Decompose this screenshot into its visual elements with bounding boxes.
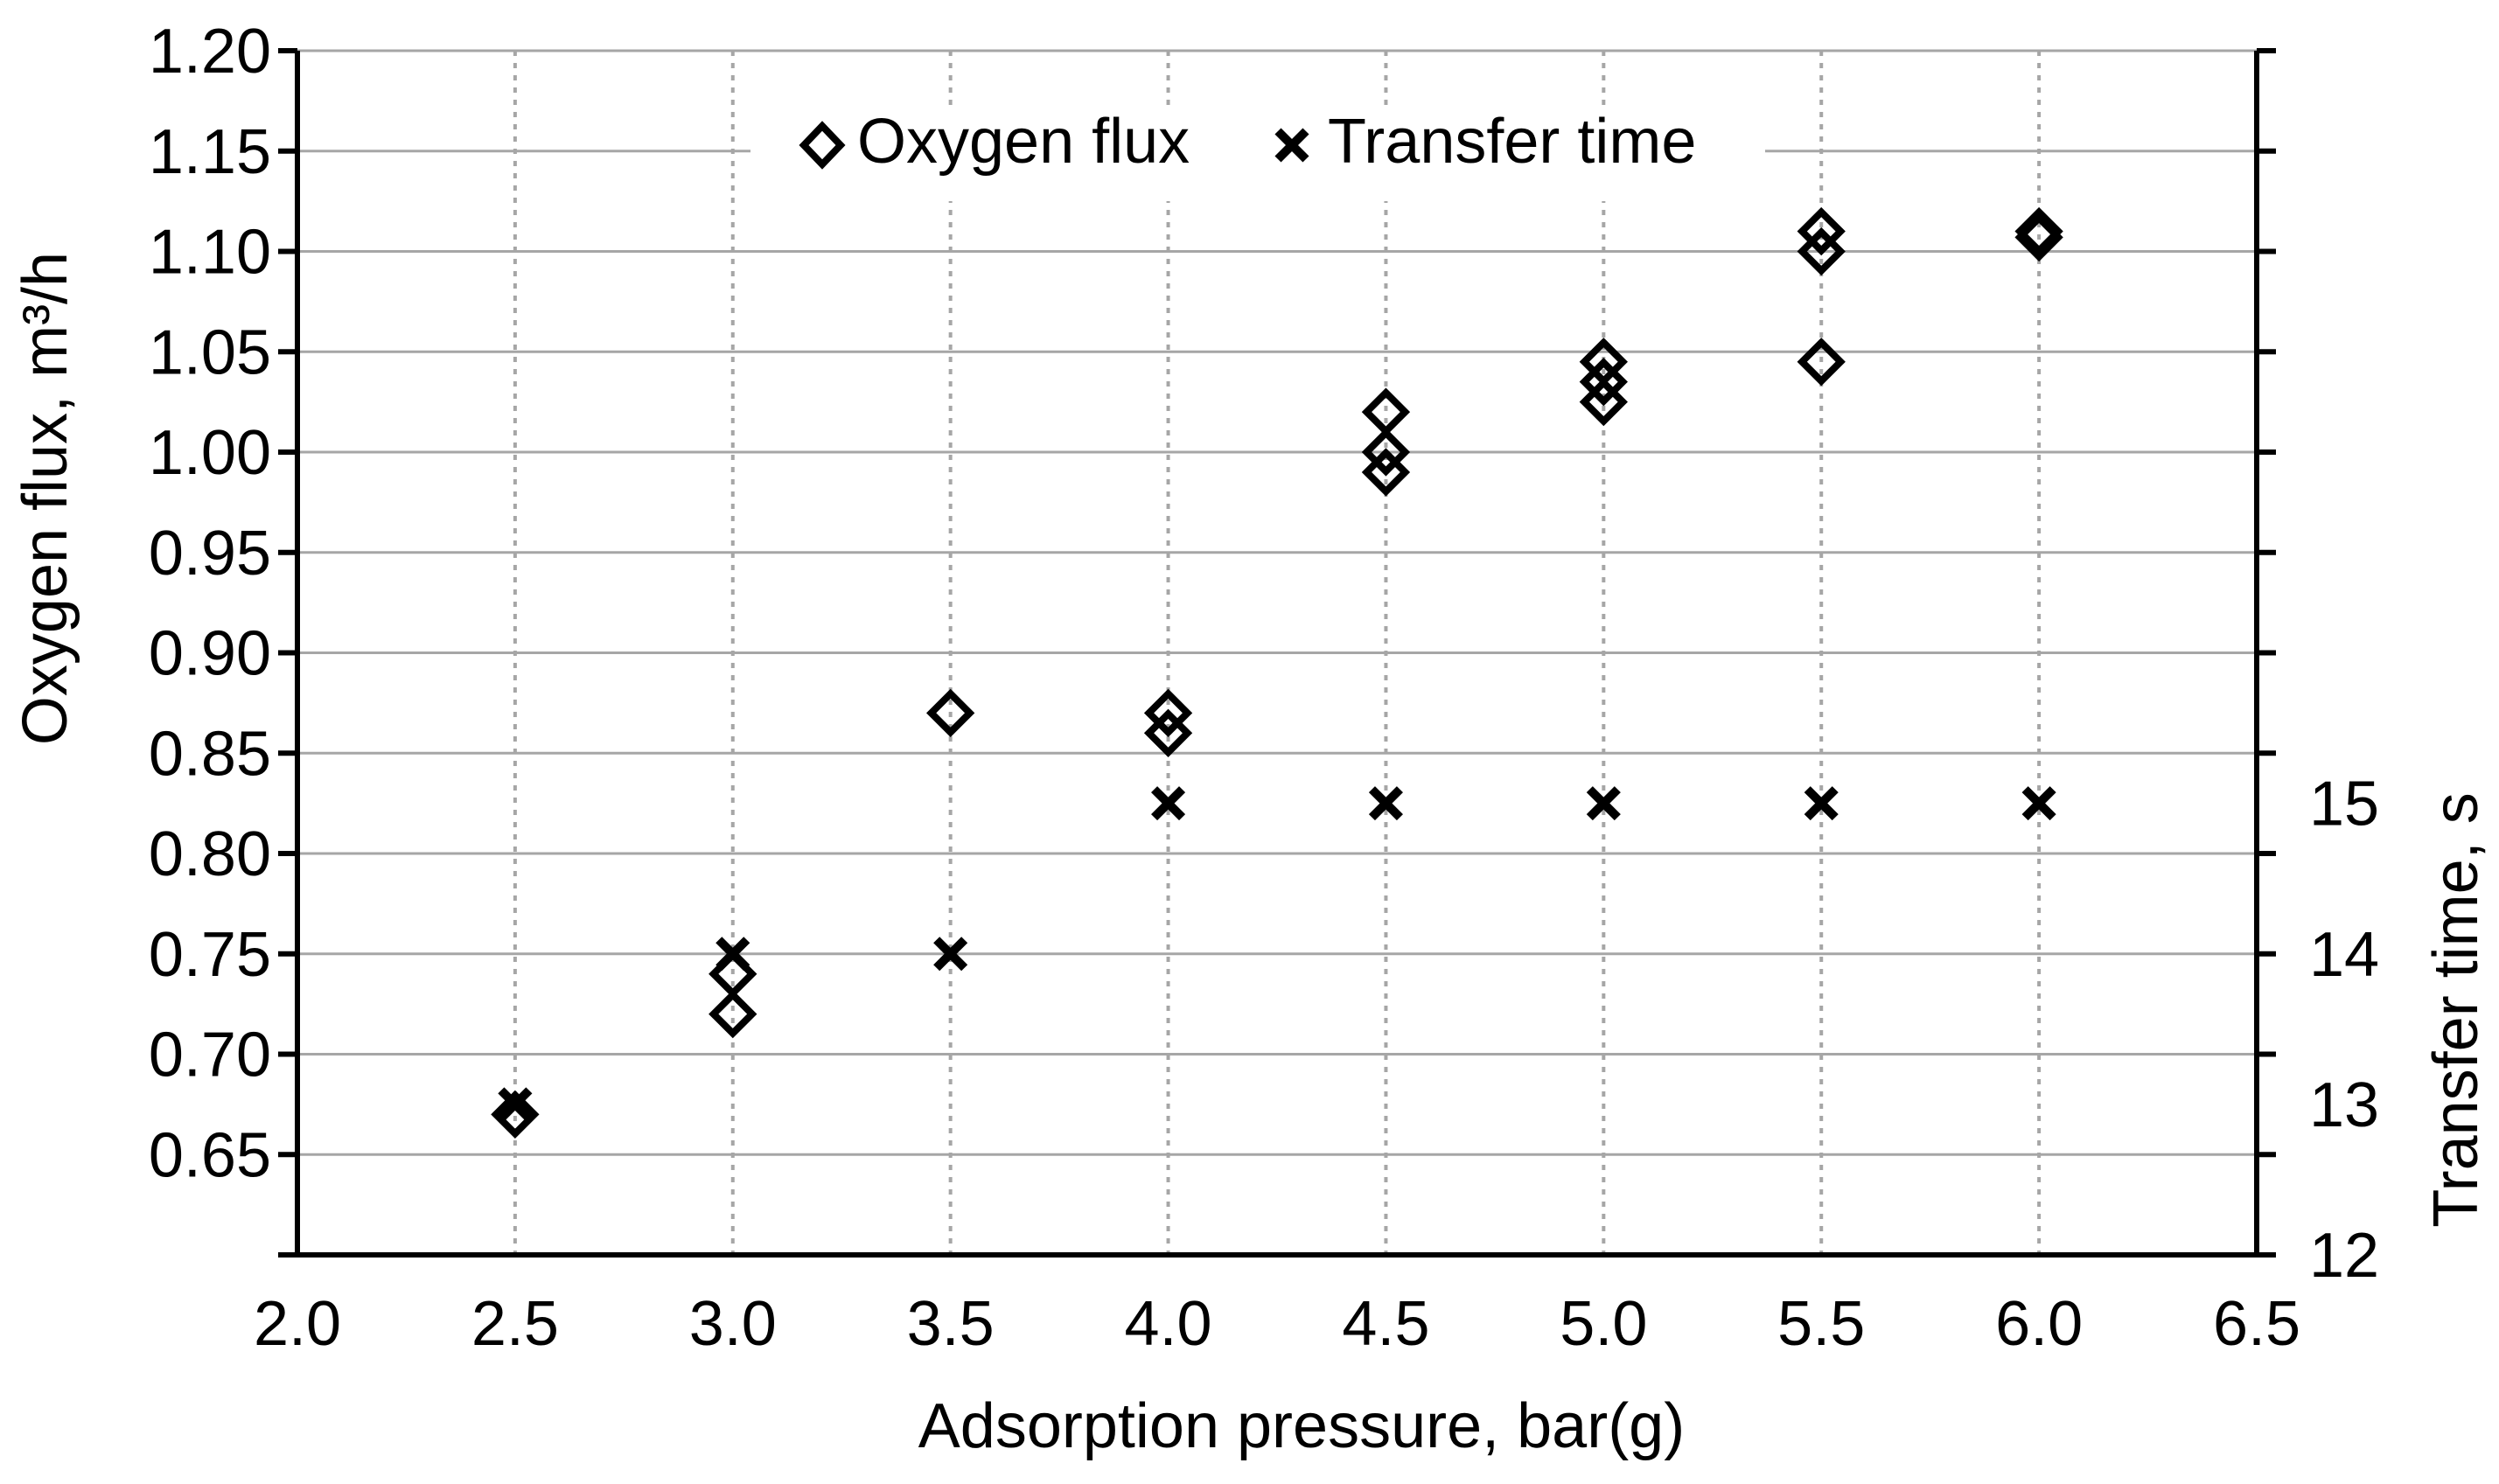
tick-labels: 0.65 0.70 0.75 0.80 0.85 0.90 0.95 1.00 1.05 1.10… — [149, 17, 2379, 1359]
series-oxygen-flux — [491, 206, 2063, 1139]
y-left-tick-label: 1.05 — [149, 317, 271, 387]
x-tick-label: 2.0 — [254, 1289, 341, 1359]
y-left-tick-label: 0.65 — [149, 1120, 271, 1190]
oxygen-flux-point — [1797, 206, 1846, 256]
transfer-time-point — [1151, 786, 1186, 821]
y-left-tick-label: 1.20 — [149, 17, 271, 87]
legend-x-marker — [1274, 128, 1309, 163]
transfer-time-point — [1804, 786, 1839, 821]
oxygen-flux-point — [1797, 338, 1846, 387]
transfer-time-point — [715, 937, 750, 972]
y-left-tick-label: 1.15 — [149, 117, 271, 187]
x-axis-title: Adsorption pressure, bar(g) — [918, 1391, 1685, 1461]
y-right-tick-label: 15 — [2309, 770, 2379, 840]
y-left-tick-label: 1.10 — [149, 218, 271, 288]
y-axis-title-right: Transfer time, s — [2421, 792, 2491, 1227]
transfer-time-point — [1586, 786, 1621, 821]
x-tick-label: 5.0 — [1560, 1289, 1647, 1359]
x-tick-label: 3.5 — [907, 1289, 995, 1359]
oxygen-flux-point — [2014, 212, 2063, 262]
y-right-tick-label: 14 — [2309, 920, 2379, 990]
y-left-tick-label: 0.80 — [149, 819, 271, 889]
oxygen-flux-point — [1797, 226, 1846, 276]
legend-label-transfer-time: Transfer time — [1328, 107, 1696, 177]
x-tick-label: 6.5 — [2213, 1289, 2300, 1359]
oxygen-flux-point — [1143, 708, 1193, 757]
x-tick-label: 4.5 — [1342, 1289, 1429, 1359]
oxygen-flux-point — [1361, 448, 1411, 497]
transfer-time-point — [1368, 786, 1403, 821]
y-right-tick-label: 12 — [2309, 1221, 2379, 1291]
legend-item-oxygen-flux: Oxygen flux — [799, 107, 1190, 177]
y-left-tick-label: 0.75 — [149, 920, 271, 990]
y-left-tick-label: 0.70 — [149, 1021, 271, 1090]
transfer-time-point — [933, 937, 968, 972]
x-tick-label: 3.0 — [689, 1289, 777, 1359]
legend: Oxygen flux Transfer time — [750, 105, 1765, 201]
axis-titles: Adsorption pressure, bar(g) Oxygen flux,… — [10, 252, 2491, 1461]
oxygen-flux-point — [2014, 206, 2063, 256]
plot-area — [491, 206, 2063, 1139]
y-axis-title-left: Oxygen flux, m³/h — [10, 252, 80, 745]
y-left-tick-label: 0.90 — [149, 619, 271, 689]
oxygen-flux-point — [1361, 428, 1411, 477]
oxygen-flux-point — [926, 688, 975, 738]
y-left-tick-label: 0.95 — [149, 519, 271, 589]
series-transfer-time — [498, 786, 2056, 1122]
legend-item-transfer-time: Transfer time — [1274, 107, 1696, 177]
x-tick-label: 2.5 — [471, 1289, 559, 1359]
grid — [297, 49, 2257, 1255]
x-tick-label: 5.5 — [1777, 1289, 1865, 1359]
legend-diamond-marker — [799, 121, 846, 170]
oxygen-flux-point — [491, 1090, 540, 1139]
axes — [278, 48, 2276, 1258]
oxygen-flux-point — [1579, 377, 1628, 427]
legend-label-oxygen-flux: Oxygen flux — [857, 107, 1190, 177]
x-tick-label: 4.0 — [1125, 1289, 1212, 1359]
y-left-tick-label: 1.00 — [149, 418, 271, 488]
transfer-time-point — [498, 1087, 533, 1122]
y-left-tick-label: 0.85 — [149, 719, 271, 789]
oxygen-flux-point — [1143, 688, 1193, 738]
oxygen-flux-point — [709, 989, 757, 1039]
oxygen-flux-point — [1579, 358, 1628, 407]
legend-background — [750, 105, 1765, 201]
y-right-tick-label: 13 — [2309, 1070, 2379, 1140]
transfer-time-point — [2021, 786, 2056, 821]
x-tick-label: 6.0 — [1995, 1289, 2083, 1359]
